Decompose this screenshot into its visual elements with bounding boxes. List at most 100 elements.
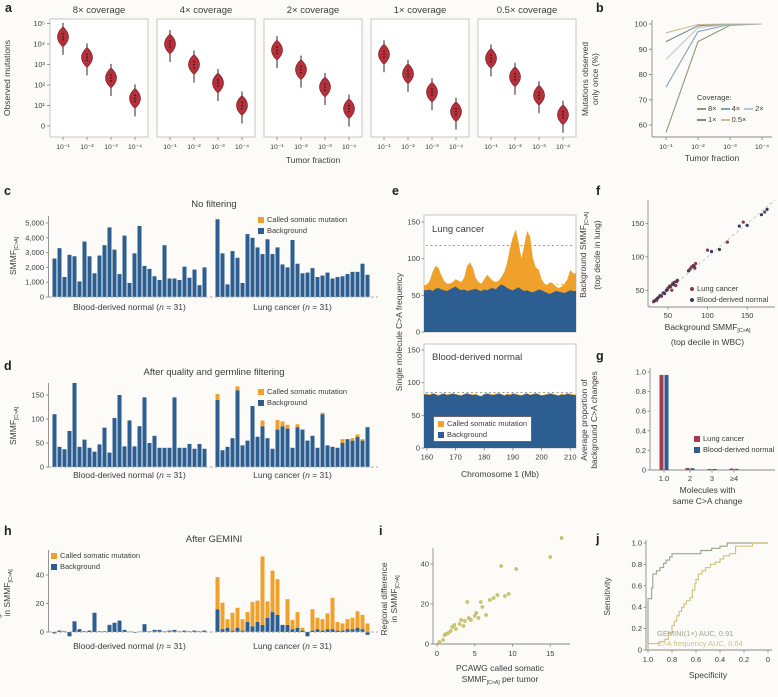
svg-text:150: 150 <box>741 311 754 320</box>
svg-text:170: 170 <box>449 453 462 462</box>
panel-i-plot: 0 5 10 15 0 20 40 <box>421 536 570 658</box>
svg-text:10⁻¹: 10⁻¹ <box>56 144 70 151</box>
legend-label: Background <box>267 398 308 407</box>
svg-text:5: 5 <box>473 649 477 658</box>
panel-label-d: d <box>4 359 12 373</box>
svg-text:40: 40 <box>421 560 429 569</box>
legend-swatch-sq <box>258 399 264 406</box>
svg-text:10⁻²: 10⁻² <box>691 144 705 151</box>
svg-text:10⁻⁴: 10⁻⁴ <box>755 144 769 151</box>
svg-text:1.0: 1.0 <box>659 474 669 483</box>
svg-text:0: 0 <box>41 122 45 131</box>
svg-text:10⁻²: 10⁻² <box>80 144 94 151</box>
violin-title-8x: 8× coverage <box>72 5 126 16</box>
svg-text:0: 0 <box>40 293 44 302</box>
c-legend: Called somatic mutation Background <box>258 214 347 236</box>
legend-swatch-dash <box>720 107 730 110</box>
svg-text:0: 0 <box>435 649 439 658</box>
svg-text:10⁻³: 10⁻³ <box>211 144 225 151</box>
j-xlabel: Specificity <box>688 670 728 680</box>
violin-title-05x: 0.5× coverage <box>496 5 558 16</box>
a-xlabel: Tumor fraction <box>285 155 341 165</box>
violin-title-4x: 4× coverage <box>179 5 233 16</box>
d-ylabel-sub: [C>A] <box>14 407 20 420</box>
svg-text:10⁻¹: 10⁻¹ <box>659 144 673 151</box>
h-ylabel: Regional difference in SMMF[C>A] <box>0 556 14 630</box>
svg-text:10³: 10³ <box>34 60 45 69</box>
svg-text:70: 70 <box>639 95 647 104</box>
legend-swatch-dash <box>744 107 754 110</box>
coverage-legend-title: Coverage: <box>697 93 732 102</box>
e-blood-title: Blood-derived normal <box>432 352 523 363</box>
svg-text:50: 50 <box>636 286 644 295</box>
svg-text:0: 0 <box>416 328 420 337</box>
svg-text:10⁻⁴: 10⁻⁴ <box>128 144 142 151</box>
svg-text:2,000: 2,000 <box>25 263 44 272</box>
svg-text:10⁻³: 10⁻³ <box>425 144 439 151</box>
svg-text:150: 150 <box>631 219 644 228</box>
i-xlabel: PCAWG called somatic SMMF[C>A] per tumor <box>455 663 544 686</box>
svg-text:150: 150 <box>31 391 44 400</box>
b-ylabel: Mutations observed only once (%) <box>580 24 600 134</box>
svg-text:100: 100 <box>407 254 420 263</box>
c-title: No filtering <box>191 199 237 210</box>
svg-text:160: 160 <box>421 453 434 462</box>
svg-text:210: 210 <box>564 453 577 462</box>
legend-swatch-dash <box>697 107 706 110</box>
svg-text:10⁻⁴: 10⁻⁴ <box>235 144 249 151</box>
svg-text:10⁻³: 10⁻³ <box>318 144 332 151</box>
g-legend: Lung cancer Blood-derived normal <box>694 433 774 455</box>
svg-text:10⁻³: 10⁻³ <box>723 144 737 151</box>
f-xlabel: Background SMMF[C>A] (top decile in WBC) <box>664 322 751 347</box>
svg-text:0.2: 0.2 <box>739 655 749 664</box>
legend-label: 1× <box>708 115 717 124</box>
svg-text:10⁻⁴: 10⁻⁴ <box>556 144 570 151</box>
svg-text:100: 100 <box>634 20 647 29</box>
legend-swatch-dot <box>690 286 694 291</box>
svg-text:15: 15 <box>546 649 554 658</box>
svg-text:0.8: 0.8 <box>667 655 677 664</box>
svg-text:200: 200 <box>535 453 548 462</box>
legend-label: 8× <box>708 104 717 113</box>
legend-swatch-sq <box>438 420 444 427</box>
violin-title-1x: 1× coverage <box>393 5 447 16</box>
svg-text:0: 0 <box>638 646 642 655</box>
svg-text:1.0: 1.0 <box>636 368 646 377</box>
svg-text:0.6: 0.6 <box>636 407 646 416</box>
svg-text:180: 180 <box>478 453 491 462</box>
panel-label-a: a <box>5 1 12 15</box>
svg-text:3,000: 3,000 <box>25 248 44 257</box>
svg-text:1.0: 1.0 <box>632 539 642 548</box>
legend-label: Blood-derived normal <box>703 445 775 454</box>
e-xlabel: Chromosome 1 (Mb) <box>461 469 539 479</box>
svg-text:100: 100 <box>31 415 44 424</box>
legend-label: 4× <box>731 104 741 113</box>
panel-label-e: e <box>392 184 399 198</box>
svg-text:0: 0 <box>766 655 770 664</box>
c-ylabel-text: SMMF <box>8 249 18 275</box>
a-ylabel: Observed mutations <box>2 39 12 117</box>
svg-text:10⁻¹: 10⁻¹ <box>484 144 498 151</box>
svg-text:100: 100 <box>701 311 714 320</box>
legend-label: Background <box>267 226 308 235</box>
svg-text:≥4: ≥4 <box>730 474 738 483</box>
f-legend: Lung cancer Blood-derived normal <box>690 283 768 305</box>
svg-text:5,000: 5,000 <box>25 219 44 228</box>
f-ylabel: Background SMMF[C>A] (top decile in lung… <box>578 212 602 298</box>
b-coverage-legend: Coverage: 8× 4× 2× 1× 0.5× <box>697 92 778 125</box>
svg-text:10: 10 <box>508 649 516 658</box>
svg-text:1,000: 1,000 <box>25 278 44 287</box>
legend-label: Background <box>447 430 488 439</box>
svg-text:0: 0 <box>642 466 646 475</box>
j-ylabel: Sensitivity <box>602 577 612 616</box>
svg-text:10²: 10² <box>34 81 45 90</box>
svg-text:50: 50 <box>412 291 420 300</box>
legend-label: Called somatic mutation <box>267 387 348 396</box>
e-ylabel: Single molecule C>A frequency <box>394 272 404 392</box>
svg-text:0.4: 0.4 <box>715 655 725 664</box>
svg-text:0.8: 0.8 <box>636 387 646 396</box>
svg-text:0: 0 <box>425 640 429 649</box>
svg-text:4,000: 4,000 <box>25 233 44 242</box>
svg-text:190: 190 <box>507 453 520 462</box>
svg-text:10⁻²: 10⁻² <box>401 144 415 151</box>
